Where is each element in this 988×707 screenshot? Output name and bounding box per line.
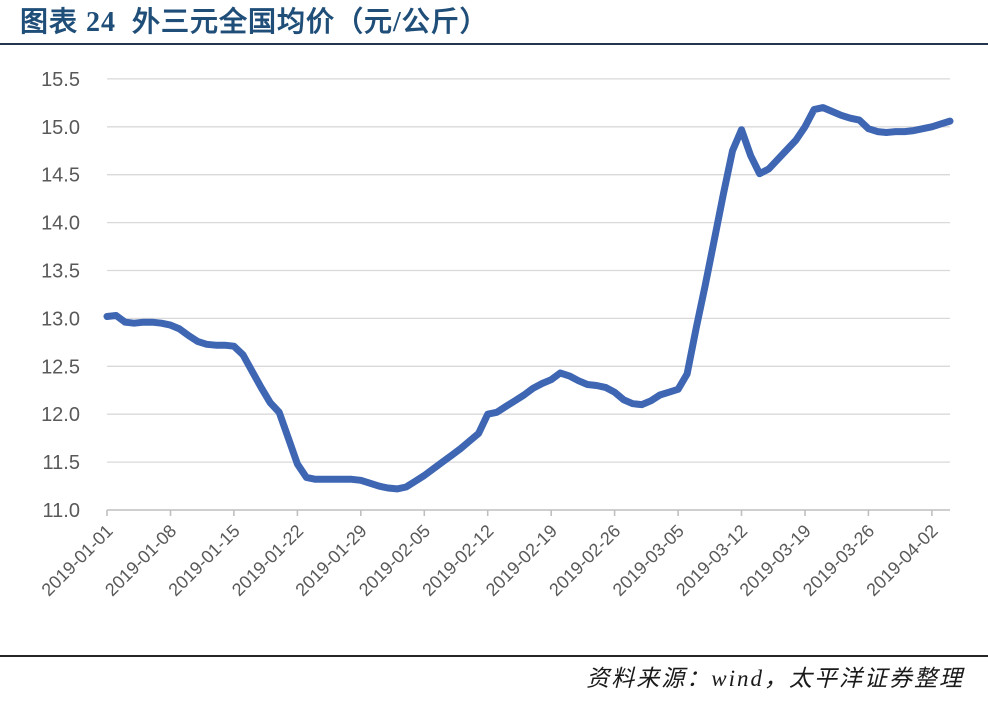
footer-rule (0, 655, 988, 657)
source-note: 资料来源：wind，太平洋证券整理 (586, 666, 964, 691)
y-axis-label: 13.5 (41, 261, 80, 283)
price-line (103, 104, 954, 493)
chart-title: 图表 24 外三元全国均价（元/公斤） (20, 7, 489, 38)
y-axis-label: 15.5 (41, 69, 80, 91)
title-underline (0, 43, 988, 45)
y-axis-label: 13.0 (41, 308, 80, 330)
y-axis-label: 11.5 (43, 452, 80, 474)
y-axis-label: 12.0 (41, 404, 80, 426)
y-axis-label: 14.0 (41, 213, 80, 235)
y-axis-label: 11.0 (43, 500, 80, 522)
price-line-chart: 11.0 11.5 12.0 12.5 13.0 13.5 14.0 14.5 15.0 15.5… (38, 69, 954, 600)
y-axis-label: 15.0 (41, 117, 80, 139)
y-axis-label: 14.5 (41, 165, 80, 187)
y-axis-label: 12.5 (41, 356, 80, 378)
